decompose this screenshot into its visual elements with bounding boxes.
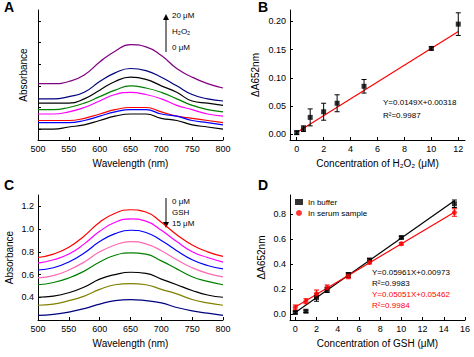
svg-text:ΔA652nm: ΔA652nm xyxy=(256,236,267,280)
svg-text:15 μM: 15 μM xyxy=(172,219,195,228)
svg-text:0.2: 0.2 xyxy=(273,284,286,294)
svg-text:0.6: 0.6 xyxy=(21,270,34,280)
svg-text:0 μM: 0 μM xyxy=(172,43,190,52)
svg-text:In serum sample: In serum sample xyxy=(308,209,368,218)
svg-text:Y=0.05051X+0.05462: Y=0.05051X+0.05462 xyxy=(372,290,450,299)
svg-text:0.4: 0.4 xyxy=(21,292,34,302)
svg-text:B: B xyxy=(258,0,268,15)
svg-text:800: 800 xyxy=(215,144,230,154)
svg-text:4: 4 xyxy=(335,324,340,334)
svg-text:500: 500 xyxy=(30,144,45,154)
svg-text:700: 700 xyxy=(154,144,169,154)
svg-text:0.00: 0.00 xyxy=(268,129,286,139)
svg-text:550: 550 xyxy=(61,324,76,334)
svg-text:Absorbance: Absorbance xyxy=(4,230,15,284)
svg-text:Y=0.0149X+0.00318: Y=0.0149X+0.00318 xyxy=(383,98,457,107)
svg-text:12: 12 xyxy=(453,144,463,154)
svg-text:ΔA652nm: ΔA652nm xyxy=(250,53,261,97)
svg-text:8: 8 xyxy=(402,144,407,154)
svg-text:750: 750 xyxy=(185,144,200,154)
svg-text:20 μM: 20 μM xyxy=(172,11,195,20)
svg-text:16: 16 xyxy=(460,324,470,334)
svg-text:0.20: 0.20 xyxy=(268,16,286,26)
svg-text:2: 2 xyxy=(321,144,326,154)
svg-text:D: D xyxy=(258,177,268,193)
svg-text:0.05: 0.05 xyxy=(268,101,286,111)
svg-text:A: A xyxy=(4,0,14,15)
svg-text:0.6: 0.6 xyxy=(273,234,286,244)
svg-text:Y=0.05961X+0.00973: Y=0.05961X+0.00973 xyxy=(372,268,450,277)
svg-text:600: 600 xyxy=(92,324,107,334)
svg-text:500: 500 xyxy=(30,324,45,334)
svg-text:8: 8 xyxy=(378,324,383,334)
svg-text:H₂O₂: H₂O₂ xyxy=(172,27,190,36)
svg-text:C: C xyxy=(4,177,14,193)
svg-text:700: 700 xyxy=(154,324,169,334)
svg-text:6: 6 xyxy=(375,144,380,154)
svg-text:Concentration of GSH (μM): Concentration of GSH (μM) xyxy=(317,338,438,349)
svg-text:650: 650 xyxy=(123,324,138,334)
svg-text:0.8: 0.8 xyxy=(273,209,286,219)
svg-text:Wavelength (nm): Wavelength (nm) xyxy=(93,158,169,169)
svg-text:750: 750 xyxy=(185,324,200,334)
svg-text:0: 0 xyxy=(294,144,299,154)
svg-text:550: 550 xyxy=(61,144,76,154)
svg-text:0.0: 0.0 xyxy=(273,309,286,319)
svg-text:2: 2 xyxy=(314,324,319,334)
svg-text:6: 6 xyxy=(356,324,361,334)
svg-text:10: 10 xyxy=(426,144,436,154)
svg-text:0.4: 0.4 xyxy=(273,259,286,269)
svg-text:Concentration of H₂O₂ (μM): Concentration of H₂O₂ (μM) xyxy=(316,158,438,169)
svg-text:Absorbance: Absorbance xyxy=(18,48,29,102)
svg-text:0.10: 0.10 xyxy=(268,73,286,83)
svg-text:Wavelength (nm): Wavelength (nm) xyxy=(93,338,169,349)
svg-text:10: 10 xyxy=(396,324,406,334)
svg-text:R²=0.9983: R²=0.9983 xyxy=(372,279,410,288)
svg-text:0: 0 xyxy=(293,324,298,334)
svg-text:R²=0.9987: R²=0.9987 xyxy=(383,111,421,120)
svg-text:12: 12 xyxy=(418,324,428,334)
svg-text:0.15: 0.15 xyxy=(268,45,286,55)
svg-text:0 μM: 0 μM xyxy=(172,197,190,206)
svg-text:600: 600 xyxy=(92,144,107,154)
svg-text:In buffer: In buffer xyxy=(308,198,338,207)
svg-text:4: 4 xyxy=(348,144,353,154)
svg-text:GSH: GSH xyxy=(172,208,190,217)
svg-text:650: 650 xyxy=(123,144,138,154)
svg-text:800: 800 xyxy=(215,324,230,334)
svg-text:14: 14 xyxy=(439,324,449,334)
svg-text:R²=0.9984: R²=0.9984 xyxy=(372,301,410,310)
svg-text:1.2: 1.2 xyxy=(21,201,34,211)
svg-text:1.0: 1.0 xyxy=(21,224,34,234)
svg-text:0.8: 0.8 xyxy=(21,247,34,257)
